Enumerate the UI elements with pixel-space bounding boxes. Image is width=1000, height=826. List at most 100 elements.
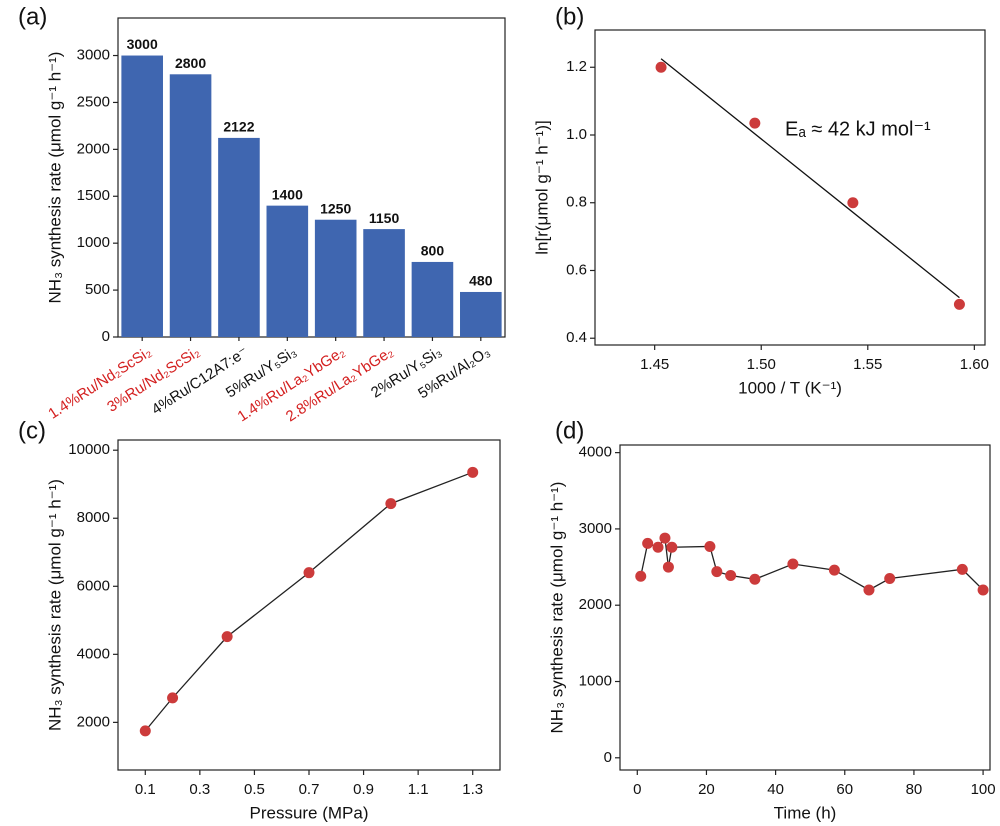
y-tick-label: 2000 <box>579 596 612 613</box>
y-tick-label: 6000 <box>77 577 110 594</box>
data-point <box>385 498 397 510</box>
y-axis-title: NH₃ synthesis rate (μmol g⁻¹ h⁻¹) <box>547 482 566 734</box>
data-point <box>652 541 664 553</box>
value-label: 3000 <box>127 36 158 52</box>
x-tick-label: 0.9 <box>353 781 374 798</box>
y-tick-label: 0 <box>102 328 110 345</box>
value-label: 2800 <box>175 55 206 71</box>
x-tick-label: 60 <box>836 781 853 798</box>
y-tick-label: 3000 <box>579 520 612 537</box>
bar <box>363 229 405 337</box>
data-point <box>977 584 989 596</box>
y-tick-label: 2000 <box>77 140 110 157</box>
data-point <box>711 566 723 578</box>
value-label: 1150 <box>369 210 400 226</box>
data-point <box>847 197 859 209</box>
x-tick-label: 0.3 <box>189 781 210 798</box>
x-tick-label: 40 <box>767 781 784 798</box>
data-point <box>635 570 647 582</box>
y-tick-label: 1.0 <box>566 126 587 143</box>
data-point <box>662 561 674 573</box>
y-tick-label: 4000 <box>579 444 612 461</box>
value-label: 480 <box>469 273 493 289</box>
y-tick-label: 0.6 <box>566 261 587 278</box>
x-tick-label: 1.45 <box>640 356 669 373</box>
data-point <box>725 569 737 581</box>
y-tick-label: 1500 <box>77 187 110 204</box>
series-line <box>660 58 960 299</box>
bar <box>169 74 212 337</box>
y-tick-label: 500 <box>85 281 110 298</box>
panel: (d) 0 1000 2000 3000 4000 0 20 40 60 80 100 NH₃ synt… <box>547 417 995 822</box>
annotation: Eₐ ≈ 42 kJ mol⁻¹ <box>785 118 931 140</box>
panel: (c) 2000 4000 6000 8000 10000 0.1 0.3 0.5 0.7 0.9 1… <box>18 417 501 822</box>
x-tick-label: 1.50 <box>747 356 776 373</box>
x-tick-label: 20 <box>698 781 715 798</box>
y-axis-title: NH₃ synthesis rate (μmol g⁻¹ h⁻¹) <box>45 479 64 731</box>
data-point <box>749 573 761 585</box>
bar <box>460 291 502 337</box>
y-tick-label: 10000 <box>68 441 110 458</box>
data-point <box>828 564 840 576</box>
panel-label: (d) <box>555 417 584 444</box>
y-tick-label: 0.8 <box>566 194 587 211</box>
panel: (a) 0 500 1000 1500 2000 2500 3000 NH₃ synthesis… <box>18 3 506 425</box>
x-tick-label: 1.55 <box>853 356 882 373</box>
value-label: 1250 <box>320 200 351 216</box>
data-point <box>659 532 671 544</box>
y-axis-title: NH₃ synthesis rate (μmol g⁻¹ h⁻¹) <box>45 52 64 304</box>
bar <box>411 261 454 337</box>
series-line <box>144 471 473 732</box>
data-point <box>642 537 654 549</box>
y-tick-label: 1000 <box>579 672 612 689</box>
y-tick-label: 0.4 <box>566 329 587 346</box>
x-axis-title: Time (h) <box>774 803 837 822</box>
panel-label: (c) <box>18 417 46 444</box>
y-tick-label: 2000 <box>77 713 110 730</box>
y-tick-label: 8000 <box>77 509 110 526</box>
data-point <box>303 567 315 579</box>
bar <box>266 205 309 337</box>
value-label: 800 <box>421 243 445 259</box>
data-point <box>787 558 799 570</box>
data-point <box>221 631 233 643</box>
x-tick-label: 80 <box>906 781 923 798</box>
x-tick-label: 0.1 <box>135 781 156 798</box>
value-label: 2122 <box>223 119 254 135</box>
plot-frame <box>619 444 991 771</box>
x-tick-label: 0.7 <box>299 781 320 798</box>
y-tick-label: 3000 <box>77 46 110 63</box>
data-point <box>666 541 678 553</box>
plot-frame <box>117 439 501 771</box>
x-tick-label: 1.1 <box>408 781 429 798</box>
panel: (b) 0.4 0.6 0.8 1.0 1.2 1.45 1.50 1.55 1.60 ln[r(μ… <box>532 3 988 397</box>
y-tick-label: 1000 <box>77 234 110 251</box>
x-tick-label: 0.5 <box>244 781 265 798</box>
panel-label: (b) <box>555 3 584 30</box>
x-tick-label: 0 <box>633 781 641 798</box>
x-axis-title: Pressure (MPa) <box>249 803 368 822</box>
value-label: 1400 <box>272 186 303 202</box>
y-axis-title: ln[r(μmol g⁻¹ h⁻¹)] <box>532 120 551 254</box>
plot-frame <box>117 17 506 338</box>
x-tick-label: 1.3 <box>462 781 483 798</box>
x-tick-label: 1.60 <box>960 356 989 373</box>
data-point <box>704 540 716 552</box>
data-point <box>167 692 179 704</box>
data-point <box>655 61 667 73</box>
x-tick-label: 100 <box>971 781 996 798</box>
bar <box>314 219 357 337</box>
bar <box>218 137 260 337</box>
data-point <box>139 725 151 737</box>
panel-label: (a) <box>18 3 47 30</box>
y-tick-label: 1.2 <box>566 58 587 75</box>
data-point <box>956 563 968 575</box>
x-axis-title: 1000 / T (K⁻¹) <box>738 378 842 397</box>
plot-frame <box>594 29 986 346</box>
data-point <box>863 584 875 596</box>
y-tick-label: 2500 <box>77 93 110 110</box>
data-point <box>749 117 761 129</box>
series-line <box>640 536 984 591</box>
data-point <box>467 466 479 478</box>
